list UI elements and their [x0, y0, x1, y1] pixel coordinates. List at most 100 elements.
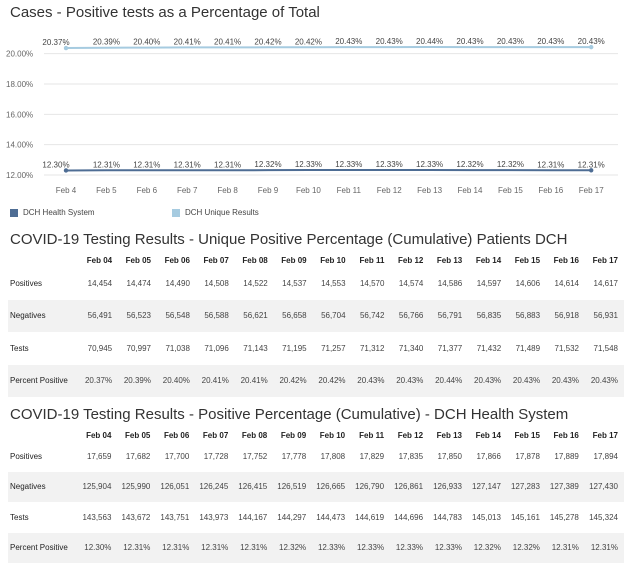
table-cell: 14,614 — [546, 267, 585, 300]
x-tick-label: Feb 8 — [217, 186, 238, 195]
data-label: 12.33% — [295, 160, 322, 169]
table-cell: 17,682 — [117, 441, 156, 472]
table-cell: 127,283 — [507, 472, 546, 503]
column-header: Feb 10 — [313, 253, 352, 267]
table-cell: 20.43% — [352, 365, 391, 398]
legend-item-health-system[interactable]: DCH Health System — [10, 208, 95, 217]
table-cell: 14,508 — [196, 267, 235, 300]
table-cell: 56,791 — [429, 300, 468, 333]
table-cell: 126,665 — [312, 472, 351, 503]
x-tick-label: Feb 5 — [96, 186, 117, 195]
data-label: 20.41% — [214, 37, 241, 46]
table-cell: 71,532 — [546, 332, 585, 365]
table-cell: 14,522 — [235, 267, 274, 300]
table-cell: 145,278 — [546, 502, 585, 533]
table-cell: 126,790 — [351, 472, 390, 503]
table-cell: 14,586 — [429, 267, 468, 300]
legend-label: DCH Health System — [23, 208, 95, 217]
row-header: Negatives — [8, 300, 79, 333]
table-cell: 144,473 — [312, 502, 351, 533]
table-cell: 14,617 — [585, 267, 624, 300]
table-cell: 71,195 — [274, 332, 313, 365]
table-cell: 56,742 — [352, 300, 391, 333]
table-cell: 12.31% — [156, 533, 195, 563]
column-header: Feb 04 — [79, 253, 118, 267]
corner-cell — [8, 253, 79, 267]
table-cell: 71,143 — [235, 332, 274, 365]
table-cell: 71,489 — [507, 332, 546, 365]
column-header: Feb 17 — [585, 253, 624, 267]
chart-title: Cases - Positive tests as a Percentage o… — [10, 4, 320, 21]
table-cell: 17,829 — [351, 441, 390, 472]
x-tick-label: Feb 7 — [177, 186, 198, 195]
table-cell: 12.33% — [351, 533, 390, 563]
x-tick-label: Feb 17 — [579, 186, 604, 195]
column-header: Feb 07 — [196, 253, 235, 267]
table-cell: 14,474 — [118, 267, 157, 300]
x-tick-label: Feb 11 — [337, 186, 362, 195]
column-header: Feb 08 — [235, 253, 274, 267]
table-cell: 71,038 — [157, 332, 196, 365]
table-cell: 20.44% — [429, 365, 468, 398]
table-cell: 12.32% — [507, 533, 546, 563]
y-tick-label: 12.00% — [6, 171, 33, 180]
data-label: 12.31% — [93, 160, 120, 169]
table-cell: 12.33% — [312, 533, 351, 563]
x-tick-label: Feb 12 — [377, 186, 402, 195]
x-tick-label: Feb 10 — [296, 186, 321, 195]
table-cell: 145,013 — [468, 502, 507, 533]
table-cell: 12.33% — [429, 533, 468, 563]
data-label: 20.42% — [295, 37, 322, 46]
x-tick-label: Feb 13 — [417, 186, 442, 195]
table-cell: 20.42% — [274, 365, 313, 398]
table-cell: 20.41% — [235, 365, 274, 398]
column-header: Feb 11 — [352, 253, 391, 267]
column-header: Feb 15 — [507, 429, 546, 441]
table-cell: 12.31% — [585, 533, 624, 563]
column-header: Feb 13 — [429, 253, 468, 267]
column-header: Feb 06 — [157, 253, 196, 267]
table-cell: 144,297 — [273, 502, 312, 533]
row-header: Percent Positive — [8, 533, 78, 563]
x-tick-label: Feb 16 — [538, 186, 563, 195]
table-cell: 126,051 — [156, 472, 195, 503]
table-cell: 14,574 — [390, 267, 429, 300]
data-label: 20.37% — [42, 38, 69, 47]
corner-cell — [8, 429, 78, 441]
row-header: Positives — [8, 441, 78, 472]
table-cell: 127,430 — [585, 472, 624, 503]
table-cell: 71,096 — [196, 332, 235, 365]
table-cell: 12.31% — [234, 533, 273, 563]
table-cell: 12.31% — [546, 533, 585, 563]
row-header: Positives — [8, 267, 79, 300]
column-header: Feb 12 — [390, 253, 429, 267]
table-cell: 56,931 — [585, 300, 624, 333]
table-cell: 56,658 — [274, 300, 313, 333]
legend-item-unique-results[interactable]: DCH Unique Results — [172, 208, 259, 217]
table-cell: 145,161 — [507, 502, 546, 533]
legend-label: DCH Unique Results — [185, 208, 259, 217]
x-tick-label: Feb 9 — [258, 186, 279, 195]
table-cell: 17,752 — [234, 441, 273, 472]
data-label: 12.33% — [335, 160, 362, 169]
table-cell: 17,894 — [585, 441, 624, 472]
table-cell: 71,312 — [352, 332, 391, 365]
table-cell: 14,570 — [352, 267, 391, 300]
table-cell: 71,548 — [585, 332, 624, 365]
table-cell: 71,432 — [468, 332, 507, 365]
table-cell: 17,728 — [195, 441, 234, 472]
table-cell: 17,878 — [507, 441, 546, 472]
table-cell: 20.37% — [79, 365, 118, 398]
table-cell: 126,415 — [234, 472, 273, 503]
column-header: Feb 09 — [274, 253, 313, 267]
table-cell: 71,340 — [390, 332, 429, 365]
table-cell: 20.43% — [507, 365, 546, 398]
table-cell: 17,778 — [273, 441, 312, 472]
table-cell: 126,519 — [273, 472, 312, 503]
